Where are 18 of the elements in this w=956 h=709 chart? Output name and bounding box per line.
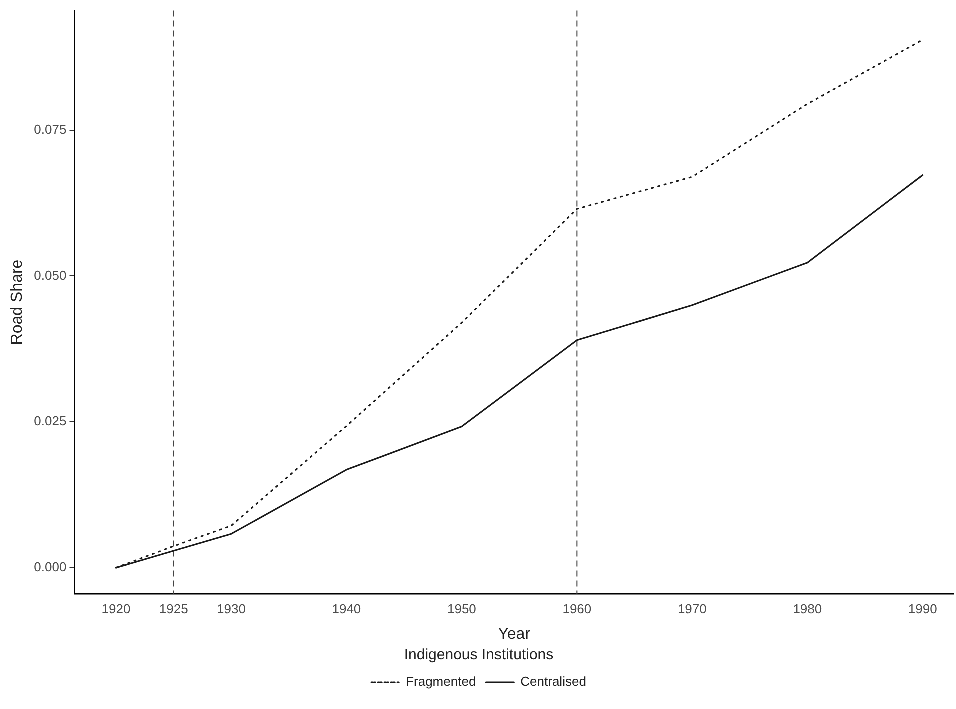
legend-label: Centralised: [520, 674, 586, 690]
y-axis-title: Road Share: [9, 260, 26, 346]
x-tick-label: 1980: [793, 602, 822, 617]
legend-label: Fragmented: [406, 674, 476, 690]
x-tick-label: 1970: [678, 602, 707, 617]
legend-title: Indigenous Institutions: [404, 646, 554, 664]
x-tick-label: 1940: [332, 602, 362, 617]
x-tick-label: 1950: [447, 602, 476, 617]
x-tick-label: 1960: [562, 602, 592, 617]
x-tick-label: 1930: [216, 602, 246, 617]
x-tick-label: 1920: [102, 602, 131, 617]
y-tick-label: 0.075: [34, 122, 67, 137]
y-tick-label: 0.000: [34, 560, 67, 575]
y-tick-label: 0.025: [34, 414, 67, 429]
x-tick-label: 1990: [908, 602, 938, 617]
y-tick-label: 0.050: [34, 268, 67, 283]
x-tick-label: 1925: [159, 602, 188, 617]
x-axis-title: Year: [498, 626, 532, 643]
